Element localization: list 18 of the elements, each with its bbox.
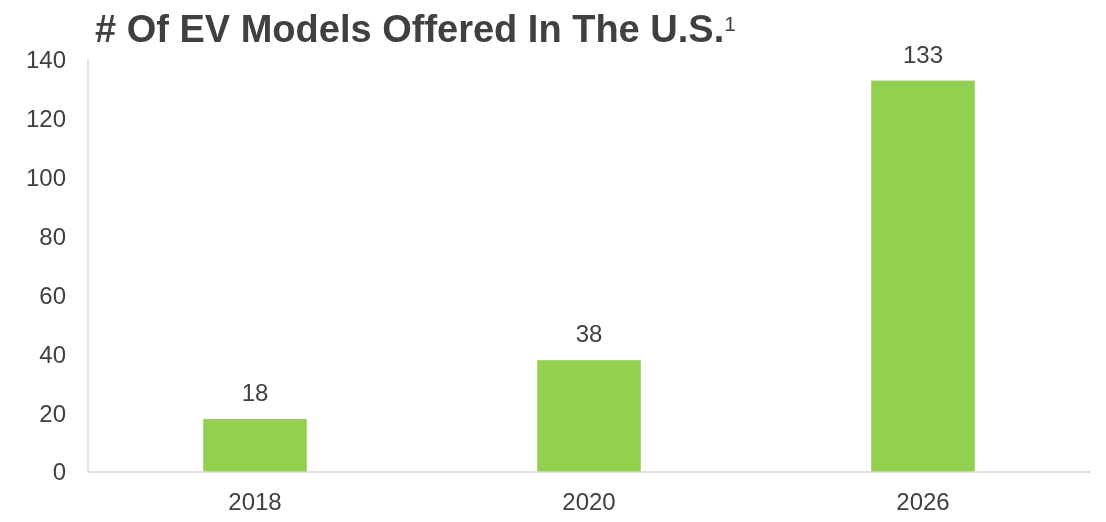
x-tick-label: 2020 — [562, 488, 616, 515]
y-tick-label: 100 — [25, 164, 66, 192]
y-tick-label: 40 — [39, 340, 66, 368]
y-tick-label: 80 — [39, 222, 66, 250]
y-tick-label: 0 — [52, 458, 66, 486]
bar — [871, 80, 975, 472]
data-label: 18 — [241, 379, 269, 407]
data-label: 38 — [575, 320, 603, 348]
y-tick-label: 20 — [39, 399, 66, 427]
bar — [537, 360, 641, 472]
y-tick-label: 60 — [39, 281, 66, 309]
data-label: 133 — [902, 40, 944, 68]
y-tick-label: 140 — [25, 46, 66, 74]
y-tick-label: 120 — [25, 105, 66, 133]
chart-title: # Of EV Models Offered In The U.S.$^{1}$ — [95, 8, 736, 50]
x-tick-label: 2026 — [896, 488, 950, 515]
bar — [203, 419, 307, 472]
x-tick-label: 2018 — [228, 488, 282, 515]
